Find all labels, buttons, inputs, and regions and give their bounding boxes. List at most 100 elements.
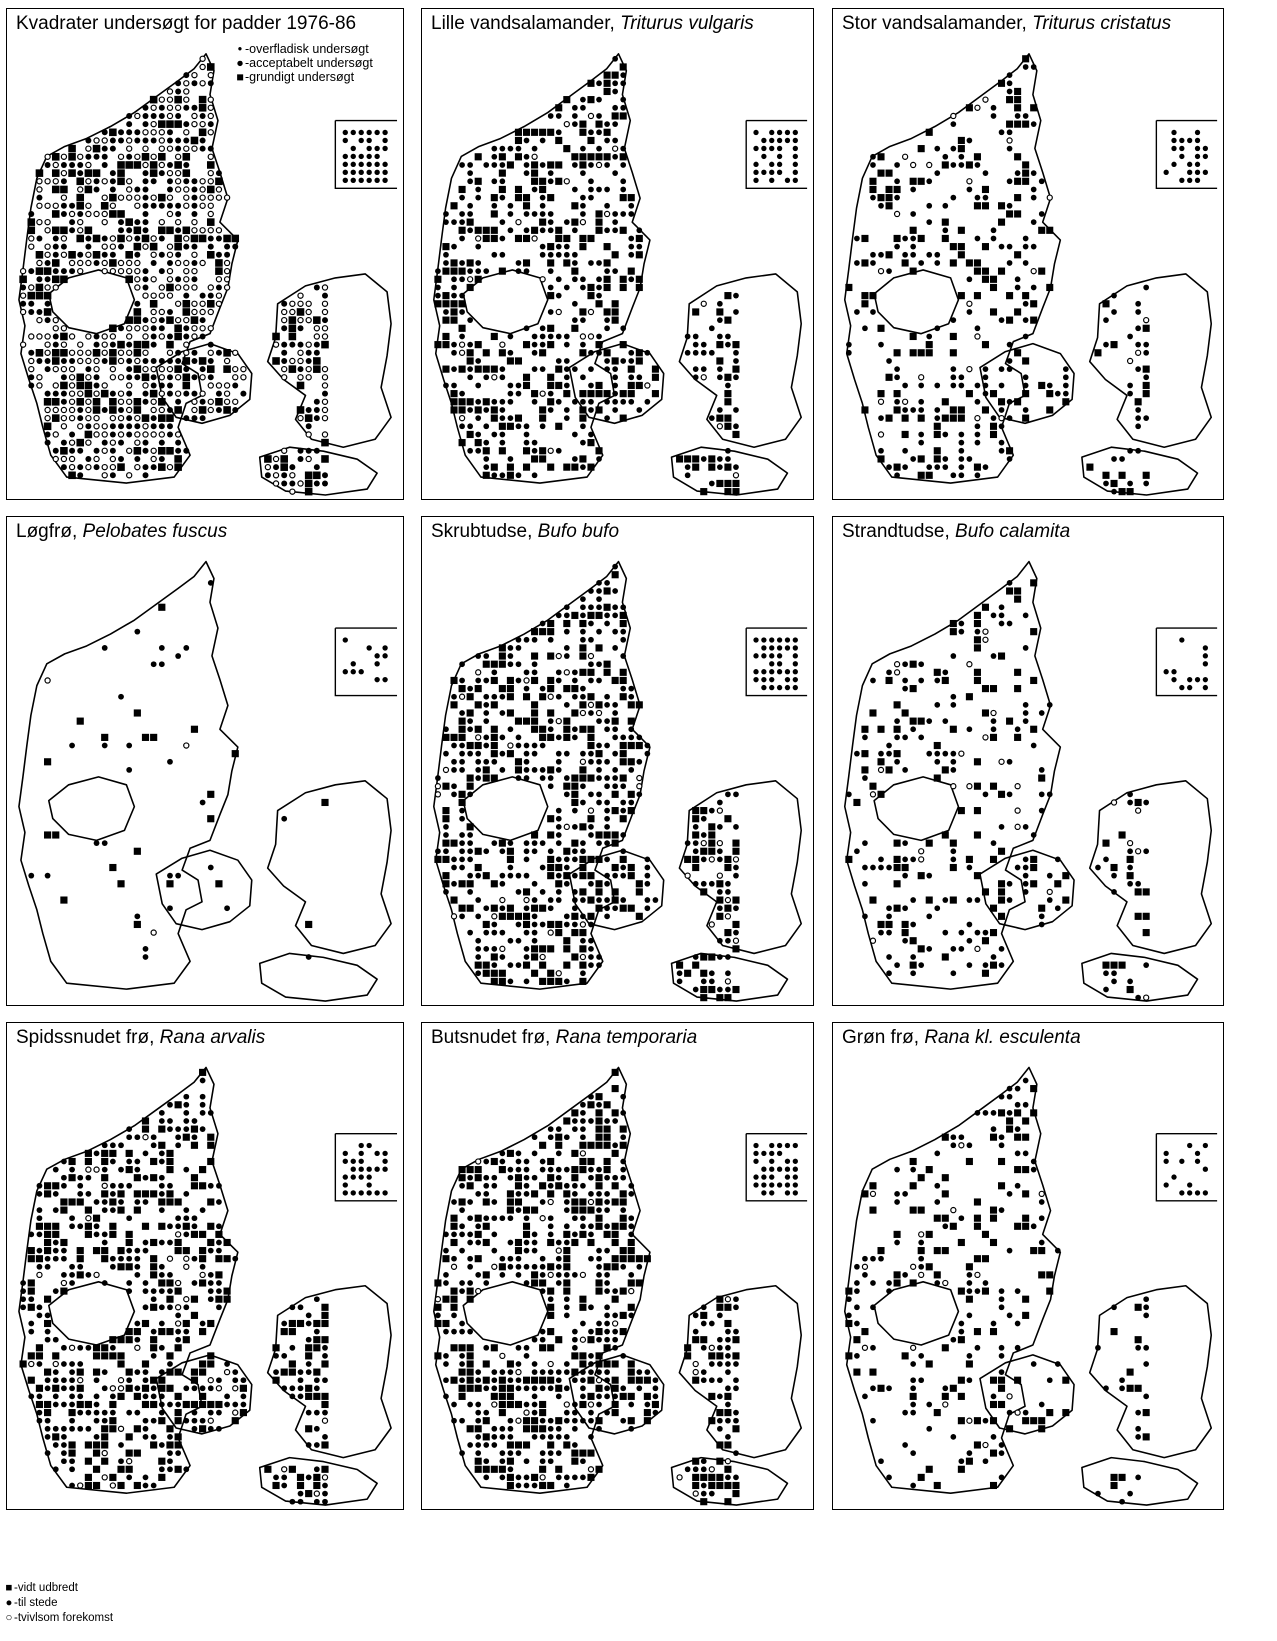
grid-square-record xyxy=(1038,211,1045,217)
grid-square-record xyxy=(443,1361,449,1367)
grid-square-record xyxy=(109,243,117,250)
grid-square-record xyxy=(886,864,892,871)
grid-square-record xyxy=(36,1271,43,1279)
grid-square-record xyxy=(531,439,538,446)
grid-square-record xyxy=(539,1400,547,1409)
grid-square-record xyxy=(451,693,457,700)
grid-square-record xyxy=(522,1441,531,1449)
grid-square-record xyxy=(84,1473,92,1481)
grid-square-record xyxy=(93,1409,100,1416)
inset-record xyxy=(792,1182,798,1188)
grid-square-record xyxy=(966,365,973,373)
grid-square-record xyxy=(619,855,627,863)
inset-record xyxy=(776,153,783,160)
grid-square-record xyxy=(989,1417,998,1425)
grid-square-record xyxy=(281,1466,288,1473)
grid-square-record xyxy=(109,1400,117,1409)
grid-square-record xyxy=(547,243,555,251)
grid-square-record xyxy=(620,1353,627,1359)
grid-square-record xyxy=(1014,685,1022,693)
grid-square-record xyxy=(588,1223,594,1230)
grid-square-record xyxy=(442,807,450,815)
grid-square-record xyxy=(990,718,997,725)
grid-square-record xyxy=(77,1393,84,1400)
grid-square-record xyxy=(199,1247,207,1255)
grid-square-record xyxy=(596,1369,602,1375)
grid-square-record xyxy=(547,1385,554,1392)
grid-square-record xyxy=(150,129,157,136)
grid-square-record xyxy=(466,259,474,267)
grid-square-record xyxy=(207,1417,214,1424)
inset-record xyxy=(1202,1190,1209,1196)
grid-square-record xyxy=(158,431,166,438)
grid-square-record xyxy=(474,863,482,872)
grid-square-record xyxy=(604,880,610,887)
grid-square-record xyxy=(118,219,125,226)
grid-square-record xyxy=(523,431,530,438)
grid-square-record xyxy=(1111,978,1117,985)
grid-square-record xyxy=(175,1215,182,1222)
grid-square-record xyxy=(611,71,619,79)
grid-square-record xyxy=(973,758,981,766)
grid-square-record xyxy=(134,1199,141,1205)
grid-square-record xyxy=(281,1320,288,1327)
grid-square-record xyxy=(523,1344,530,1351)
grid-square-record xyxy=(158,382,165,389)
grid-square-record xyxy=(539,685,546,692)
grid-square-record xyxy=(563,1434,570,1440)
grid-square-record xyxy=(297,341,304,348)
grid-square-record xyxy=(717,1425,723,1432)
grid-square-record xyxy=(77,464,84,471)
grid-square-record xyxy=(998,612,1005,619)
grid-square-record xyxy=(491,758,498,765)
grid-square-record xyxy=(305,374,312,381)
grid-square-record xyxy=(595,880,603,888)
panel-survey: Kvadrater undersøgt for padder 1976-86 •… xyxy=(6,8,404,500)
grid-square-record xyxy=(435,292,441,299)
grid-square-record xyxy=(199,1126,206,1132)
grid-square-record xyxy=(207,235,214,242)
grid-square-record xyxy=(150,325,157,332)
inset-record xyxy=(374,1166,380,1172)
panel-title: Stor vandsalamander, Triturus cristatus xyxy=(842,13,1172,34)
grid-square-record xyxy=(580,439,586,446)
grid-square-record xyxy=(862,1272,868,1278)
grid-square-record xyxy=(134,455,141,462)
inset-record xyxy=(358,1166,364,1172)
grid-square-record xyxy=(571,798,579,807)
grid-square-record xyxy=(934,1182,941,1189)
grid-square-record xyxy=(563,374,570,381)
grid-square-record xyxy=(442,815,450,823)
grid-square-record xyxy=(451,1312,457,1319)
grid-square-record xyxy=(459,211,465,217)
grid-square-record xyxy=(547,969,555,977)
grid-square-record xyxy=(974,1271,981,1279)
grid-square-record xyxy=(507,726,514,733)
grid-square-record xyxy=(166,1255,174,1262)
grid-square-record xyxy=(998,1384,1006,1392)
inset-record xyxy=(382,1158,388,1164)
grid-square-record xyxy=(142,186,149,193)
grid-square-record xyxy=(297,316,304,324)
grid-square-record xyxy=(69,1401,75,1408)
grid-square-record xyxy=(950,848,957,855)
grid-square-record xyxy=(1038,1239,1045,1246)
grid-square-record xyxy=(28,333,35,340)
grid-square-record xyxy=(862,880,868,887)
grid-square-record xyxy=(175,357,182,364)
grid-square-record xyxy=(1006,72,1013,79)
grid-square-record xyxy=(443,823,449,830)
grid-square-record xyxy=(174,406,182,414)
grid-square-record xyxy=(474,1384,482,1392)
grid-square-record xyxy=(635,741,643,750)
grid-square-record xyxy=(207,790,215,798)
grid-square-record xyxy=(118,1458,124,1465)
grid-square-record xyxy=(150,1255,158,1263)
grid-square-record xyxy=(644,1369,651,1375)
grid-square-record xyxy=(207,815,215,823)
grid-square-record xyxy=(174,463,182,471)
grid-square-record xyxy=(93,1150,100,1157)
grid-square-record xyxy=(28,1328,35,1335)
grid-square-record xyxy=(628,398,635,405)
inset-record xyxy=(342,161,348,168)
